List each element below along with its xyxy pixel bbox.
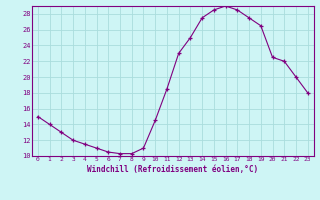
X-axis label: Windchill (Refroidissement éolien,°C): Windchill (Refroidissement éolien,°C) (87, 165, 258, 174)
